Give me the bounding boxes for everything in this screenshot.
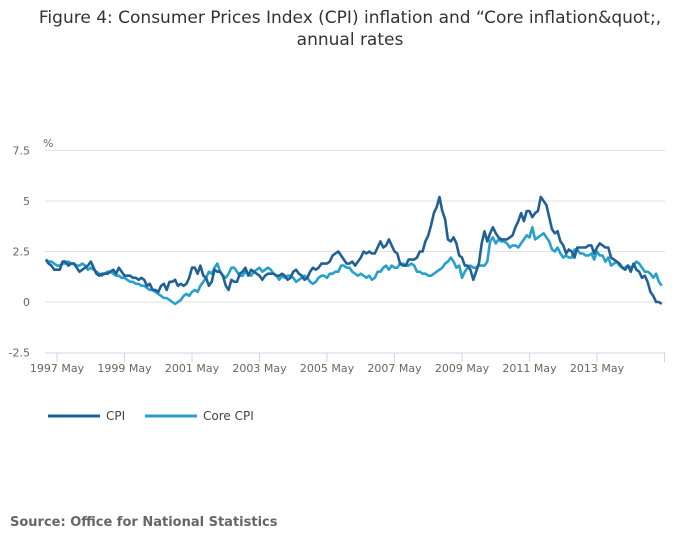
legend-item[interactable]: Core CPI [145,409,254,423]
x-tick-label: 2007 May [367,362,422,375]
chart-title-line-1: Figure 4: Consumer Prices Index (CPI) in… [39,8,661,28]
y-tick-label: 2.5 [13,246,31,259]
source-note: Source: Office for National Statistics [10,515,278,530]
series-line-cpi [44,195,663,306]
legend: CPI Core CPI [48,409,254,423]
x-tick-label: 2003 May [232,362,287,375]
legend-label: CPI [106,409,125,423]
x-tick-label: 2005 May [300,362,355,375]
series-lines [44,195,663,306]
y-tick-label: -2.5 [9,347,30,360]
y-tick-label: 7.5 [13,145,31,158]
x-tick-label: 2013 May [570,362,625,375]
y-tick-label: 0 [23,296,30,309]
x-tick-label: 1999 May [97,362,152,375]
chart-title-line-2: annual rates [297,30,404,50]
x-tick-label: 2001 May [165,362,220,375]
x-tick-label: 1997 May [30,362,85,375]
y-axis-label: % [43,137,53,150]
x-axis: 1997 May 1999 May 2001 May 2003 May 2005 May… [30,352,665,375]
legend-item[interactable]: CPI [48,409,125,423]
series-line-core-cpi [45,226,663,306]
x-tick-label: 2011 May [502,362,557,375]
gridlines: 7.5 5 2.5 0 -2.5 [9,145,665,360]
y-tick-label: 5 [23,195,30,208]
legend-label: Core CPI [203,409,254,423]
x-tick-label: 2009 May [435,362,490,375]
